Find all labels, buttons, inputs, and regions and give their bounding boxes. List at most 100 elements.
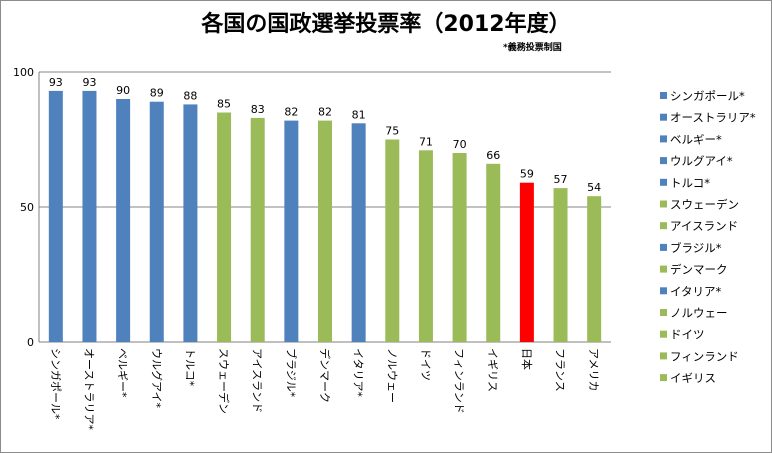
category-label: ドイツ — [419, 348, 432, 381]
legend-swatch — [660, 200, 667, 208]
legend-label: トルコ* — [670, 176, 710, 190]
legend-swatch — [660, 178, 667, 186]
data-label: 75 — [385, 125, 399, 138]
bar — [183, 104, 198, 343]
bar — [250, 117, 265, 343]
chart-title: 各国の国政選挙投票率（2012年度） — [201, 12, 571, 37]
legend-item: ベルギー* — [660, 132, 722, 146]
data-label: 81 — [352, 108, 366, 121]
data-label: 59 — [520, 168, 534, 181]
legend-swatch — [660, 352, 667, 360]
category-label: スウェーデン — [217, 348, 231, 414]
data-label: 70 — [453, 138, 467, 151]
data-label: 82 — [318, 106, 332, 119]
data-label: 71 — [419, 135, 433, 148]
category-label: イタリア* — [352, 348, 365, 398]
bar — [519, 182, 534, 342]
legend-item: イタリア* — [660, 284, 722, 298]
legend-swatch — [660, 309, 667, 316]
category-label: アメリカ — [587, 348, 600, 391]
category-label: オーストラリア* — [82, 348, 95, 430]
chart-note: *義務投票制国 — [503, 43, 562, 53]
legend: シンガポール* オーストラリア* ベルギー* ウルグアイ* トルコ* スウェーデンアイスラ… — [660, 89, 756, 385]
legend-item: ドイツ — [660, 328, 705, 342]
legend-swatch — [660, 374, 667, 382]
y-tick-label: 50 — [20, 201, 34, 214]
legend-item: デンマーク — [660, 263, 728, 277]
category-labels: シンガポール* オーストラリア* ベルギー* ウルグアイ* トルコ* スウェーデン アイスラ… — [49, 348, 600, 430]
data-label: 88 — [183, 89, 197, 102]
legend-label: アイスランド — [670, 219, 738, 233]
data-label: 89 — [150, 87, 164, 100]
legend-swatch — [660, 243, 667, 251]
legend-label: ウルグアイ* — [670, 154, 733, 168]
data-label: 83 — [251, 103, 265, 116]
data-label: 93 — [49, 76, 63, 89]
legend-label: シンガポール* — [670, 89, 745, 103]
legend-swatch — [660, 135, 667, 143]
category-label: ブラジル* — [284, 348, 298, 398]
legend-label: ノルウェー — [670, 306, 728, 320]
legend-swatch — [660, 92, 667, 99]
data-label: 54 — [587, 181, 601, 194]
legend-item: イギリス — [660, 371, 716, 385]
data-labels: 93 93 90 89 88 85 83 82 82 81 75 71 70 66 59 57 54 — [49, 76, 601, 194]
y-tick-label: 0 — [27, 336, 34, 349]
data-label: 90 — [116, 84, 130, 97]
data-label: 93 — [82, 76, 96, 89]
category-label: フランス — [554, 348, 567, 392]
category-label: ノルウェー — [385, 348, 398, 403]
legend-label: ベルギー* — [670, 132, 722, 146]
bar — [351, 123, 366, 342]
legend-item: スウェーデン — [660, 198, 739, 212]
legend-label: イギリス — [670, 371, 716, 385]
legend-item: オーストラリア* — [660, 111, 756, 125]
bar — [418, 150, 433, 342]
legend-label: デンマーク — [670, 263, 728, 277]
bar — [452, 153, 467, 342]
legend-item: アイスランド — [660, 219, 738, 233]
legend-label: ドイツ — [670, 328, 705, 342]
bar — [587, 196, 602, 342]
category-label: デンマーク — [318, 348, 332, 403]
bar — [116, 99, 131, 342]
legend-item: ウルグアイ* — [660, 154, 733, 168]
category-label: イギリス — [486, 348, 499, 392]
bar — [385, 139, 400, 342]
legend-item: トルコ* — [660, 176, 710, 190]
y-tick-label: 100 — [13, 66, 34, 79]
legend-swatch — [660, 157, 667, 165]
category-label: トルコ* — [183, 348, 196, 387]
legend-label: オーストラリア* — [670, 111, 756, 125]
bar — [486, 163, 501, 342]
bar — [149, 101, 164, 342]
data-label: 66 — [486, 149, 500, 162]
category-label: ウルグアイ* — [150, 348, 164, 408]
legend-item: シンガポール* — [660, 89, 745, 103]
category-label: 日本 — [520, 348, 534, 370]
data-label: 85 — [217, 98, 231, 111]
category-label: フィンランド — [453, 348, 466, 414]
legend-label: イタリア* — [670, 284, 722, 298]
bar — [553, 188, 568, 342]
legend-swatch — [660, 113, 667, 121]
legend-item: ブラジル* — [660, 241, 722, 255]
legend-label: ブラジル* — [670, 241, 722, 255]
category-label: シンガポール* — [49, 348, 62, 420]
data-label: 82 — [284, 106, 298, 119]
bar — [284, 120, 299, 342]
legend-label: スウェーデン — [670, 198, 739, 212]
bar — [82, 90, 97, 343]
category-label: ベルギー* — [116, 348, 129, 398]
legend-swatch — [660, 330, 667, 338]
y-axis: 0 50 100 — [13, 66, 40, 349]
legend-swatch — [660, 287, 667, 295]
bar — [217, 112, 232, 342]
legend-item: フィンランド — [660, 349, 739, 363]
legend-item: ノルウェー — [660, 306, 728, 320]
bars — [48, 90, 602, 343]
legend-swatch — [660, 265, 667, 273]
legend-label: フィンランド — [670, 349, 739, 363]
bar — [318, 120, 332, 342]
